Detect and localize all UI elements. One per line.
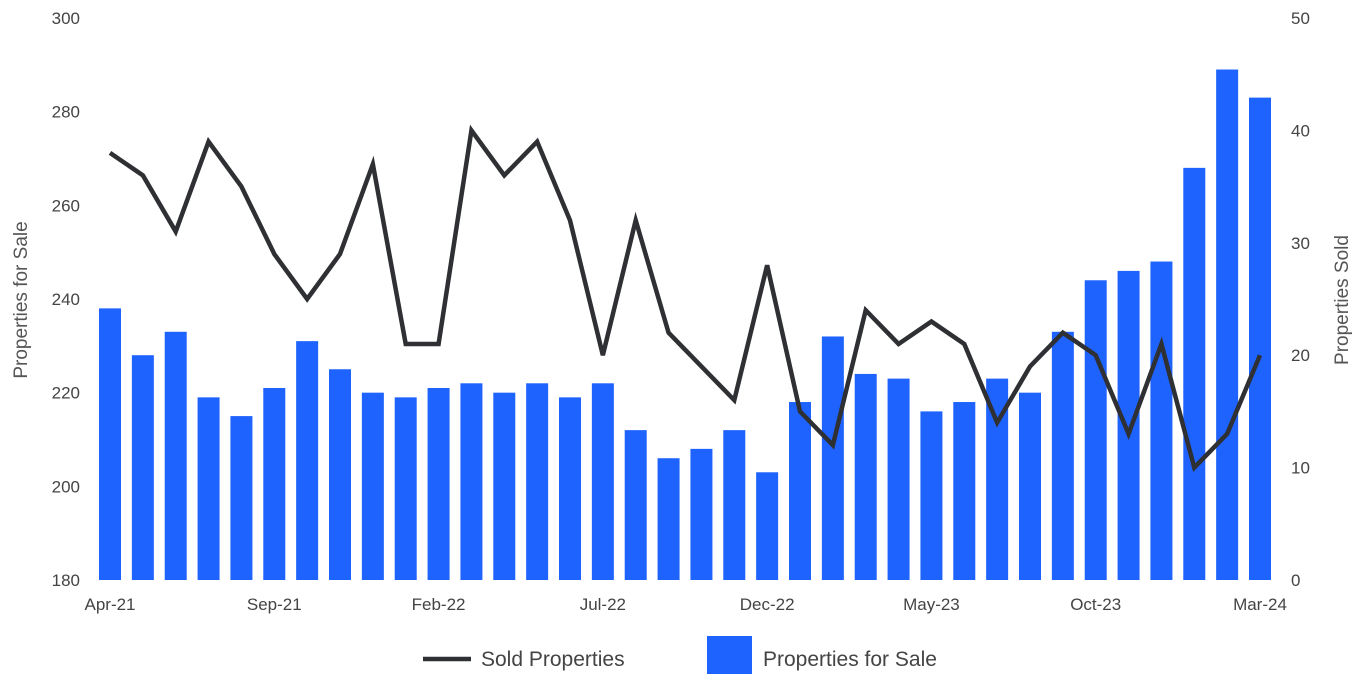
right-tick-label: 0 (1291, 571, 1300, 590)
bar-mar-23 (854, 373, 877, 580)
bar-aug-23 (1019, 392, 1041, 580)
bar-sep-21 (263, 387, 286, 580)
legend: Sold Properties Properties for Sale (423, 636, 937, 674)
left-tick-label: 180 (52, 571, 80, 590)
x-tick-label: Feb-22 (412, 595, 466, 614)
left-tick-label: 300 (52, 9, 80, 28)
legend-label-properties-for-sale: Properties for Sale (763, 648, 937, 671)
right-tick-label: 50 (1291, 9, 1310, 28)
line-series-sold-properties (108, 124, 1263, 473)
sold-properties-line (108, 124, 1263, 473)
bar-oct-21 (296, 341, 319, 580)
bar-jul-23 (986, 378, 1009, 580)
bar-jan-22 (394, 397, 417, 580)
left-tick-label: 240 (52, 290, 80, 309)
bar-dec-22 (756, 472, 779, 580)
bar-feb-22 (427, 387, 450, 580)
right-axis-ticks: 0 10 20 30 40 50 (1291, 9, 1310, 590)
left-tick-label: 260 (52, 196, 80, 215)
x-tick-label: Oct-23 (1070, 595, 1121, 614)
bar-jun-23 (953, 402, 976, 580)
bar-apr-22 (493, 392, 516, 580)
bar-nov-22 (723, 430, 746, 580)
left-axis-ticks: 180 200 220 240 260 280 300 (52, 9, 80, 590)
bar-mar-24 (1249, 97, 1271, 581)
x-tick-label: Jul-22 (580, 595, 626, 614)
bar-mar-22 (460, 383, 483, 580)
bar-may-22 (526, 383, 549, 580)
bar-nov-23 (1117, 270, 1140, 580)
left-tick-label: 200 (52, 477, 80, 496)
x-axis-ticks: Apr-21 Sep-21 Feb-22 Jul-22 Dec-22 May-23 Oct-… (84, 595, 1286, 614)
bar-series-properties-for-sale (99, 69, 1271, 581)
bar-aug-22 (624, 430, 647, 580)
right-axis-title: Properties Sold (1332, 235, 1353, 365)
legend-item-sold-properties: Sold Properties (423, 648, 625, 671)
legend-item-properties-for-sale: Properties for Sale (707, 636, 937, 674)
bar-sep-23 (1051, 331, 1074, 580)
bar-jul-22 (591, 383, 614, 580)
bar-may-21 (131, 355, 154, 580)
x-tick-label: May-23 (903, 595, 960, 614)
bar-jan-24 (1183, 167, 1206, 580)
legend-box-swatch (707, 636, 752, 674)
bar-may-23 (920, 411, 943, 580)
x-tick-label: Sep-21 (247, 595, 302, 614)
x-tick-label: Dec-22 (740, 595, 795, 614)
left-tick-label: 280 (52, 103, 80, 122)
bar-dec-23 (1150, 261, 1173, 580)
left-tick-label: 220 (52, 384, 80, 403)
bar-nov-21 (329, 369, 351, 580)
right-tick-label: 20 (1291, 346, 1310, 365)
bar-feb-23 (821, 336, 844, 580)
bar-oct-22 (690, 448, 713, 580)
bar-jun-21 (164, 331, 187, 580)
right-tick-label: 10 (1291, 459, 1310, 478)
bar-jan-23 (789, 402, 811, 580)
bar-oct-23 (1084, 280, 1107, 580)
x-tick-label: Mar-24 (1233, 595, 1287, 614)
x-tick-label: Apr-21 (84, 595, 135, 614)
bar-apr-23 (887, 378, 910, 580)
bar-dec-21 (361, 392, 384, 580)
right-tick-label: 40 (1291, 121, 1310, 140)
bar-feb-24 (1216, 69, 1239, 581)
bar-jun-22 (559, 397, 581, 580)
bar-jul-21 (197, 397, 220, 580)
bar-sep-22 (657, 458, 680, 580)
legend-label-sold-properties: Sold Properties (481, 648, 625, 671)
left-axis-title: Properties for Sale (11, 221, 32, 378)
bar-aug-21 (230, 416, 253, 580)
bar-apr-21 (99, 308, 121, 580)
right-tick-label: 30 (1291, 234, 1310, 253)
